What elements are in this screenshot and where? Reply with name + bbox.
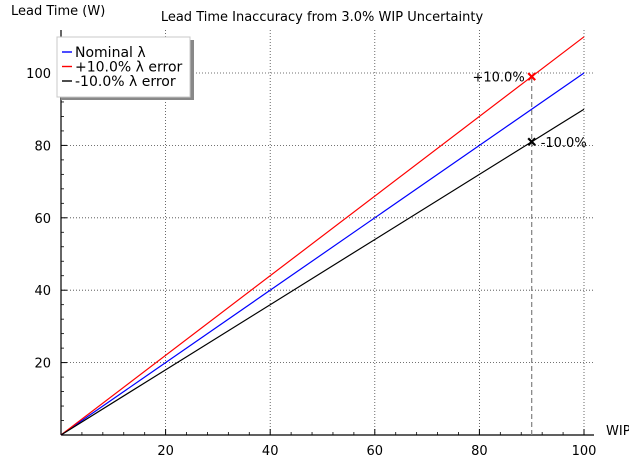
legend-entries: Nominal λ+10.0% λ error-10.0% λ error	[62, 45, 183, 90]
series-lines	[60, 36, 585, 436]
y-tick-label-20: 20	[34, 357, 51, 372]
y-tick-label-40: 40	[34, 284, 51, 299]
marker-label-0: +10.0%	[472, 71, 524, 86]
series-line-1	[60, 36, 585, 436]
y-tick-label-80: 80	[34, 139, 51, 154]
x-tick-label-60: 60	[367, 444, 384, 459]
marker-cross	[527, 72, 536, 81]
legend-label-0: Nominal λ	[75, 45, 146, 61]
legend-box	[56, 36, 191, 98]
series-line-2	[60, 108, 585, 436]
y-tick-label-60: 60	[34, 212, 51, 227]
chart-title: Lead Time Inaccuracy from 3.0% WIP Uncer…	[161, 10, 484, 25]
grid	[61, 30, 594, 435]
x-tick-label-20: 20	[157, 444, 174, 459]
marker-0	[527, 72, 536, 81]
y-axis-label: Lead Time (W)	[11, 4, 105, 19]
x-tick-label-80: 80	[471, 444, 488, 459]
marker-label-1: -10.0%	[541, 136, 587, 151]
ticks: 20 40 60 80 100 20 40 60 80 100	[26, 43, 597, 459]
series-line-0	[60, 72, 585, 436]
y-tick-label-100: 100	[26, 67, 51, 82]
marker-cross	[527, 137, 536, 147]
legend-label-1: +10.0% λ error	[75, 60, 183, 76]
legend: Nominal λ+10.0% λ error-10.0% λ error	[56, 36, 194, 100]
markers: +10.0% -10.0%	[472, 71, 586, 151]
x-tick-label-40: 40	[262, 444, 279, 459]
x-axis-label: WIP	[606, 424, 629, 439]
marker-1	[527, 137, 536, 147]
x-tick-label-100: 100	[572, 444, 597, 459]
legend-label-2: -10.0% λ error	[75, 74, 176, 90]
